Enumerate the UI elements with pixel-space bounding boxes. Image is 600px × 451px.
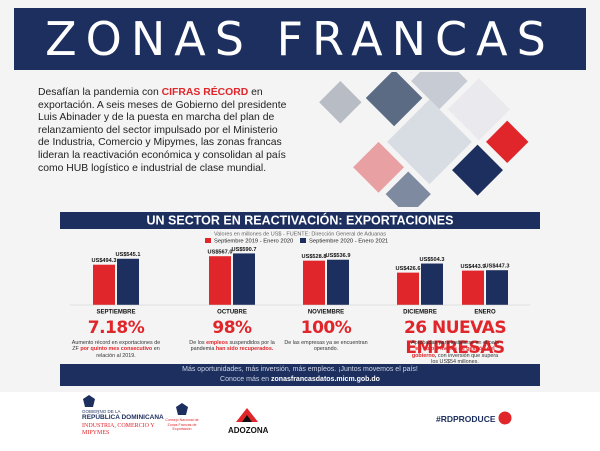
- chart-title-band: [60, 212, 540, 229]
- text-part: han sido recuperados.: [215, 346, 274, 353]
- stat-description: De los empleos suspendidos por la pandem…: [187, 340, 277, 353]
- stat-description: Aumento récord en exportaciones de ZF po…: [71, 340, 161, 359]
- stat-description: Aprobadas para instalarse en el país en …: [410, 340, 500, 366]
- photo-collage: [319, 72, 529, 207]
- bar: [327, 259, 349, 305]
- legend-label: Septiembre 2019 - Enero 2020: [214, 239, 293, 245]
- value-label: US$567.0: [208, 250, 233, 256]
- value-label: US$443.9: [461, 264, 486, 270]
- adozona-name: ADOZONA: [228, 426, 269, 435]
- photo-tile: [486, 120, 529, 164]
- x-tick-label: NOVIEMBRE: [308, 310, 344, 316]
- stat-value: 100%: [300, 318, 352, 338]
- text-part: con inversión que supera los US$54 millo…: [431, 352, 499, 366]
- value-label: US$590.7: [232, 247, 257, 253]
- value-label: US$504.3: [420, 257, 445, 263]
- hashtag: #RDPRODUCE: [436, 414, 496, 424]
- footer-band: [60, 364, 540, 386]
- footer-line: Más oportunidades, más inversión, más em…: [182, 366, 418, 373]
- bar: [397, 272, 419, 305]
- hashtag-icon: [498, 411, 512, 425]
- text-part: De las empresas ya se encuentran operand…: [284, 340, 368, 353]
- text-part: empleos: [206, 340, 228, 346]
- chart-subtitle: Valores en millones de US$ - FUENTE: Dir…: [214, 231, 386, 237]
- value-label: US$447.3: [485, 264, 510, 270]
- bar: [117, 258, 139, 305]
- text-part: De los: [189, 340, 207, 346]
- chart-title: UN SECTOR EN REACTIVACIÓN: EXPORTACIONES: [147, 212, 454, 227]
- legend-swatch: [205, 238, 211, 243]
- legend-label: Septiembre 2020 - Enero 2021: [309, 239, 388, 245]
- text-part: Aprobadas para instalarse en el país: [411, 340, 499, 346]
- bar: [421, 263, 443, 305]
- gov-emblem: [83, 395, 95, 407]
- ministry-name: INDUSTRIA, COMERCIO Y MIPYMES: [82, 423, 155, 436]
- stat-description: De las empresas ya se encuentran operand…: [281, 340, 371, 353]
- footer-prefix: Conoce más en: [220, 376, 272, 383]
- gov-top: GOBIERNO DE LA: [82, 409, 121, 414]
- adozona-emblem: [236, 408, 258, 422]
- footer-line: Conoce más en zonasfrancasdatos.micm.gob…: [60, 376, 540, 383]
- value-label: US$426.6: [396, 266, 421, 272]
- text-part: por quinto mes consecutivo: [80, 346, 153, 353]
- intro-text: Desafían la pandemia con CIFRAS RÉCORD e…: [38, 87, 290, 175]
- value-label: US$545.1: [116, 252, 141, 258]
- bar: [233, 253, 255, 305]
- x-tick-label: DICIEMBRE: [403, 310, 437, 316]
- text-part: en solo 6 meses de gestión del gobierno,: [411, 346, 495, 359]
- bar: [462, 270, 484, 305]
- gov-name: REPÚBLICA DOMINICANA: [82, 414, 164, 421]
- header-band: [14, 8, 586, 70]
- value-label: US$528.8: [302, 254, 327, 260]
- x-tick-label: SEPTIEMBRE: [96, 310, 135, 316]
- text-part: en relación al 2019.: [96, 346, 160, 359]
- text-part: suspendidos por la pandemia: [190, 340, 275, 353]
- text-part: CIFRAS RÉCORD: [161, 87, 249, 98]
- x-tick-label: OCTUBRE: [217, 310, 247, 316]
- stat-value: 26 NUEVAS EMPRESAS: [403, 318, 507, 358]
- header-title: ZONAS FRANCAS: [45, 12, 555, 66]
- text-part: Aumento récord en exportaciones de ZF: [71, 340, 161, 353]
- value-label: US$494.3: [92, 258, 117, 264]
- text-part: en exportación. A seis meses de Gobierno…: [38, 87, 287, 174]
- cnzfe-name: Consejo Nacional de Zonas Francas de Exp…: [165, 418, 199, 431]
- bar: [486, 270, 508, 305]
- stat-value: 98%: [212, 318, 252, 338]
- bar: [93, 264, 115, 305]
- bar: [303, 260, 325, 305]
- x-tick-label: ENERO: [474, 310, 496, 316]
- text-part: Desafían la pandemia con: [38, 87, 162, 98]
- photo-tile: [385, 171, 431, 207]
- bar: [209, 256, 231, 305]
- cnzfe-emblem: [176, 403, 188, 415]
- footer-url: zonasfrancasdatos.micm.gob.do: [271, 376, 380, 383]
- legend-swatch: [300, 238, 306, 243]
- photo-tile: [353, 141, 404, 193]
- stat-value: 7.18%: [87, 318, 145, 338]
- value-label: US$536.9: [326, 253, 351, 259]
